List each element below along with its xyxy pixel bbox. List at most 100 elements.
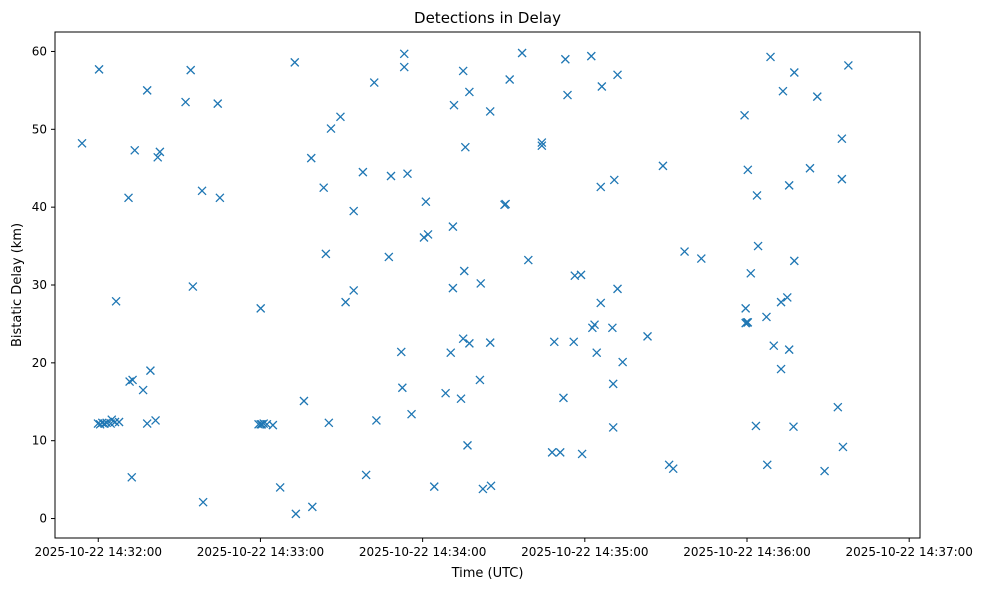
data-point bbox=[448, 283, 458, 293]
x-tick-label: 2025-10-22 14:35:00 bbox=[521, 545, 648, 559]
data-point bbox=[77, 138, 87, 148]
data-point bbox=[837, 134, 847, 144]
data-point bbox=[789, 68, 799, 77]
y-tick-label: 50 bbox=[32, 122, 47, 136]
data-point bbox=[475, 375, 485, 385]
data-point bbox=[563, 90, 572, 100]
data-point bbox=[789, 422, 798, 432]
data-point bbox=[784, 345, 794, 355]
data-point bbox=[658, 161, 668, 171]
data-point bbox=[456, 394, 466, 404]
data-point bbox=[326, 124, 336, 133]
y-tick-label: 40 bbox=[32, 200, 47, 214]
data-point bbox=[153, 152, 163, 162]
data-point bbox=[299, 396, 309, 406]
data-point bbox=[324, 418, 334, 428]
data-point bbox=[349, 206, 359, 216]
data-point bbox=[838, 442, 848, 452]
data-point bbox=[361, 470, 371, 480]
data-point bbox=[130, 145, 140, 155]
data-point bbox=[441, 388, 451, 398]
data-point bbox=[776, 297, 786, 307]
data-point bbox=[188, 282, 198, 292]
data-point bbox=[94, 64, 104, 74]
y-tick-label: 60 bbox=[32, 44, 47, 58]
data-point bbox=[784, 180, 794, 190]
data-point bbox=[752, 191, 762, 200]
data-point bbox=[517, 48, 527, 58]
data-point bbox=[349, 285, 359, 295]
data-point bbox=[753, 241, 763, 251]
data-point bbox=[751, 421, 761, 431]
data-point bbox=[596, 182, 606, 192]
data-point bbox=[769, 341, 779, 351]
data-point bbox=[485, 338, 495, 348]
data-point bbox=[97, 418, 107, 428]
data-point bbox=[586, 51, 596, 61]
data-point bbox=[429, 482, 439, 492]
x-axis-label: Time (UTC) bbox=[451, 566, 524, 581]
data-point bbox=[696, 254, 706, 263]
data-point bbox=[407, 409, 417, 419]
data-point bbox=[596, 298, 606, 308]
data-point bbox=[463, 440, 472, 450]
y-tick-label: 20 bbox=[32, 356, 47, 370]
y-tick-label: 0 bbox=[39, 512, 47, 526]
data-point bbox=[833, 402, 843, 412]
data-point bbox=[820, 466, 830, 476]
data-point bbox=[291, 509, 301, 519]
data-point bbox=[668, 464, 678, 474]
data-point bbox=[805, 163, 815, 173]
data-point bbox=[341, 297, 351, 307]
data-point bbox=[577, 449, 587, 459]
data-point bbox=[743, 165, 753, 175]
data-points bbox=[77, 48, 853, 519]
y-tick-label: 30 bbox=[32, 278, 47, 292]
data-point bbox=[459, 266, 469, 276]
data-point bbox=[213, 99, 223, 109]
data-point bbox=[618, 357, 628, 367]
data-point bbox=[124, 193, 133, 203]
data-point bbox=[741, 303, 751, 313]
data-point bbox=[268, 420, 278, 430]
data-point bbox=[537, 141, 547, 151]
y-axis-label: Bistatic Delay (km) bbox=[10, 223, 25, 347]
data-point bbox=[215, 193, 225, 203]
data-point bbox=[613, 284, 622, 294]
data-point bbox=[537, 138, 547, 148]
data-point bbox=[458, 334, 468, 344]
data-point bbox=[399, 49, 409, 59]
data-point bbox=[590, 320, 600, 330]
data-point bbox=[321, 249, 331, 259]
data-point bbox=[555, 447, 565, 457]
data-point bbox=[837, 174, 847, 184]
data-point bbox=[290, 57, 300, 67]
data-point bbox=[386, 171, 396, 181]
data-point bbox=[608, 422, 618, 432]
data-point bbox=[776, 364, 786, 374]
data-point bbox=[403, 169, 412, 179]
data-point bbox=[609, 175, 619, 185]
data-point bbox=[782, 292, 792, 302]
data-point bbox=[419, 233, 429, 242]
data-point bbox=[397, 383, 407, 393]
data-point bbox=[275, 482, 285, 492]
data-point bbox=[358, 167, 368, 177]
data-point bbox=[789, 256, 799, 266]
data-point bbox=[613, 70, 622, 80]
x-tick-label: 2025-10-22 14:34:00 bbox=[359, 545, 486, 559]
data-point bbox=[746, 268, 756, 278]
x-axis: 2025-10-22 14:32:00 2025-10-22 14:33:00 20… bbox=[35, 538, 973, 559]
data-point bbox=[464, 87, 474, 97]
data-point bbox=[128, 375, 138, 385]
data-point bbox=[592, 348, 602, 358]
x-tick-label: 2025-10-22 14:32:00 bbox=[35, 545, 162, 559]
data-point bbox=[766, 52, 775, 62]
data-point bbox=[449, 100, 459, 110]
data-point bbox=[306, 153, 316, 163]
data-point bbox=[569, 337, 579, 347]
data-point bbox=[198, 497, 208, 507]
data-point bbox=[778, 86, 788, 96]
